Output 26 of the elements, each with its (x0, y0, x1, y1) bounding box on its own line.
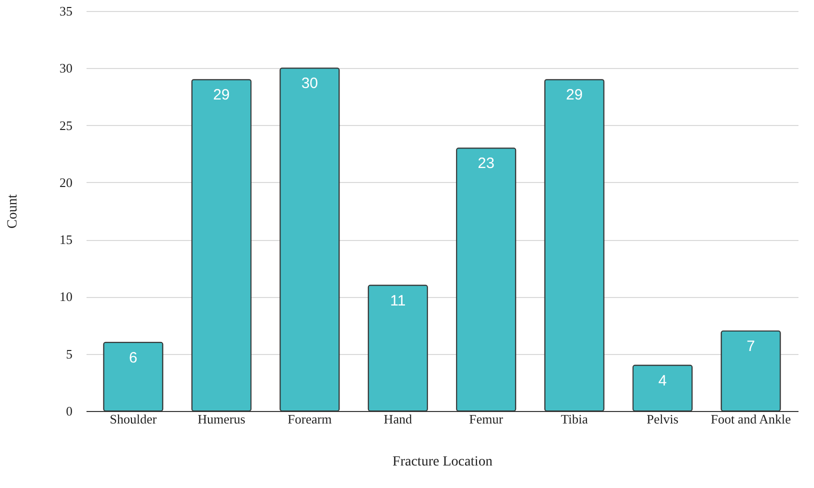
x-tick-label: Shoulder (110, 412, 158, 426)
y-axis-title: Count (6, 194, 20, 229)
data-label: 23 (478, 155, 494, 172)
y-tick-label: 30 (60, 60, 72, 76)
y-tick-label: 35 (60, 4, 72, 18)
data-label: 29 (213, 86, 230, 104)
y-tick-label: 10 (60, 289, 72, 304)
y-tick-label: 0 (66, 404, 72, 418)
data-label: 6 (129, 349, 138, 366)
data-label: 7 (746, 338, 755, 355)
x-axis-title: Fracture Location (392, 454, 492, 470)
x-tick-label: Forearm (288, 412, 332, 426)
x-tick-label: Hand (384, 412, 412, 426)
data-label: 29 (566, 86, 583, 104)
x-tick-label: Femur (469, 412, 504, 426)
y-tick-label: 20 (60, 174, 72, 190)
x-tick-label: Foot and Ankle (710, 412, 792, 426)
data-label: 4 (658, 372, 667, 390)
x-tick-label: Humerus (198, 412, 246, 426)
y-tick-label: 25 (60, 118, 72, 133)
y-tick-label: 15 (60, 232, 72, 248)
data-label: 30 (301, 75, 318, 92)
x-tick-label: Tibia (560, 412, 588, 426)
data-label: 11 (390, 292, 406, 310)
x-tick-label: Pelvis (646, 412, 678, 426)
y-tick-label: 5 (66, 346, 72, 362)
